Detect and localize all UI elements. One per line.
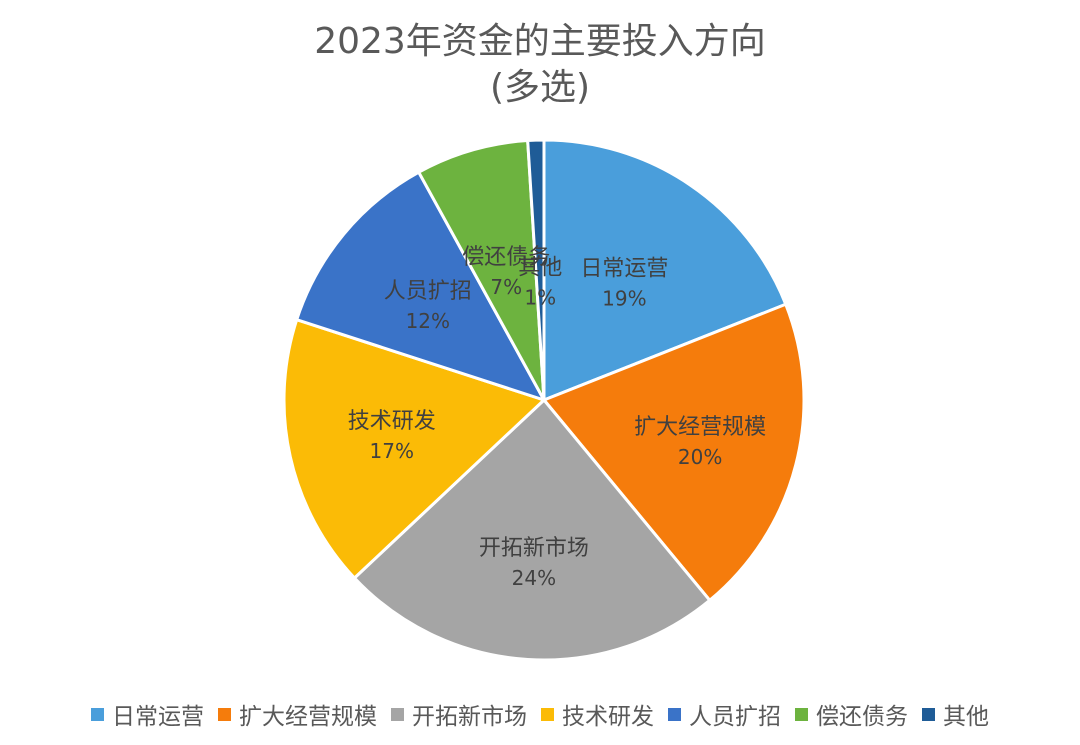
legend-swatch [541, 707, 554, 721]
legend-swatch [795, 707, 808, 721]
pie-slice-2 [541, 302, 806, 603]
legend-label: 扩大经营规模 [239, 704, 377, 730]
slice-label-6: 偿还债务 [462, 245, 550, 270]
slice-label-2: 扩大经营规模 [634, 415, 766, 440]
slice-value-7: 1% [524, 285, 556, 309]
chart-subtitle: (多选) [489, 67, 591, 108]
legend-swatch [91, 707, 104, 721]
chart-legend: 日常运营 扩大经营规模 开拓新市场 技术研发 人员扩招 偿还债务 其他 [0, 698, 1080, 730]
legend-item-1: 日常运营 [91, 697, 204, 731]
legend-swatch [218, 707, 231, 721]
slice-label-1: 日常运营 [580, 257, 668, 282]
legend-item-3: 开拓新市场 [391, 697, 527, 731]
legend-item-6: 偿还债务 [795, 697, 908, 731]
legend-item-4: 技术研发 [541, 697, 654, 731]
legend-swatch [922, 707, 935, 721]
legend-label: 开拓新市场 [412, 704, 527, 730]
slice-value-6: 7% [490, 275, 522, 299]
legend-item-2: 扩大经营规模 [218, 697, 377, 731]
legend-label: 偿还债务 [816, 704, 908, 730]
pie-chart: 日常运营 19% 扩大经营规模 20% 开拓新市场 24% 技术研发 17% 人员扩招 12% 偿还… [282, 138, 806, 662]
slice-label-3: 开拓新市场 [479, 536, 589, 561]
pie-slice-5 [294, 170, 548, 403]
legend-item-7: 其他 [922, 697, 989, 731]
legend-item-5: 人员扩招 [668, 697, 781, 731]
legend-swatch [668, 707, 681, 721]
slice-value-4: 17% [370, 439, 414, 463]
pie-slice-4 [282, 317, 547, 581]
legend-swatch [391, 707, 404, 721]
pie-slice-1 [542, 138, 788, 403]
slice-label-4: 技术研发 [348, 409, 436, 434]
legend-label: 其他 [943, 704, 989, 730]
slice-label-7: 其他 [518, 255, 562, 280]
pie-slice-6 [416, 138, 546, 401]
pie-slice-7 [526, 138, 546, 401]
slice-label-5: 人员扩招 [384, 279, 472, 304]
legend-label: 技术研发 [562, 704, 654, 730]
slice-value-5: 12% [406, 309, 450, 333]
chart-title: 2023年资金的主要投入方向 [314, 21, 766, 62]
pie-slice-3 [352, 397, 712, 662]
slice-value-1: 19% [602, 287, 646, 311]
legend-label: 日常运营 [112, 704, 204, 730]
slice-value-2: 20% [678, 445, 722, 469]
slice-value-3: 24% [512, 566, 556, 590]
legend-label: 人员扩招 [689, 704, 781, 730]
